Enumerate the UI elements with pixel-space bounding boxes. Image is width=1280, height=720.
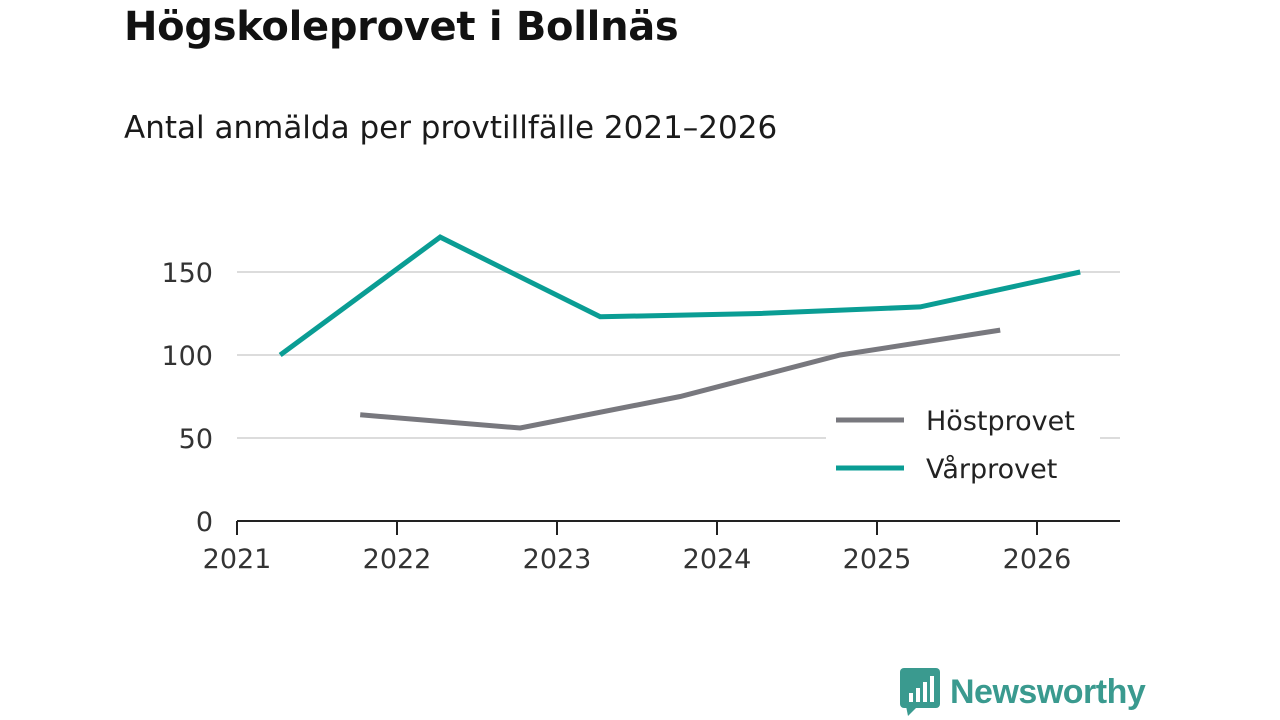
legend-background bbox=[826, 398, 1100, 498]
legend: Höstprovet Vårprovet bbox=[826, 398, 1100, 498]
x-tick-label-2023: 2023 bbox=[523, 544, 592, 575]
newsworthy-logo-icon bbox=[900, 668, 940, 716]
series-line-0 bbox=[359, 327, 1001, 431]
series-line-1 bbox=[278, 234, 1081, 358]
x-tick-label-2026: 2026 bbox=[1003, 544, 1072, 575]
newsworthy-logo: Newsworthy bbox=[900, 668, 1146, 716]
y-tick-label-0: 0 bbox=[196, 507, 213, 538]
legend-label-1: Vårprovet bbox=[926, 454, 1057, 485]
chart-title: Högskoleprovet i Bollnäs bbox=[124, 4, 679, 50]
chart-subtitle: Antal anmälda per provtillfälle 2021–202… bbox=[124, 110, 778, 146]
y-tick-label-50: 50 bbox=[179, 424, 213, 455]
y-tick-label-100: 100 bbox=[161, 341, 213, 372]
x-tick-label-2024: 2024 bbox=[683, 544, 752, 575]
x-tick-label-2022: 2022 bbox=[363, 544, 432, 575]
y-tick-label-150: 150 bbox=[161, 258, 213, 289]
series-lines bbox=[278, 234, 1081, 431]
x-axis bbox=[236, 520, 1120, 535]
y-axis-labels: 0 50 100 150 bbox=[161, 258, 213, 538]
legend-label-0: Höstprovet bbox=[926, 406, 1075, 437]
newsworthy-logo-text: Newsworthy bbox=[950, 672, 1146, 711]
x-axis-labels: 2021 2022 2023 2024 2025 2026 bbox=[203, 544, 1072, 575]
x-tick-label-2025: 2025 bbox=[843, 544, 912, 575]
x-tick-label-2021: 2021 bbox=[203, 544, 272, 575]
